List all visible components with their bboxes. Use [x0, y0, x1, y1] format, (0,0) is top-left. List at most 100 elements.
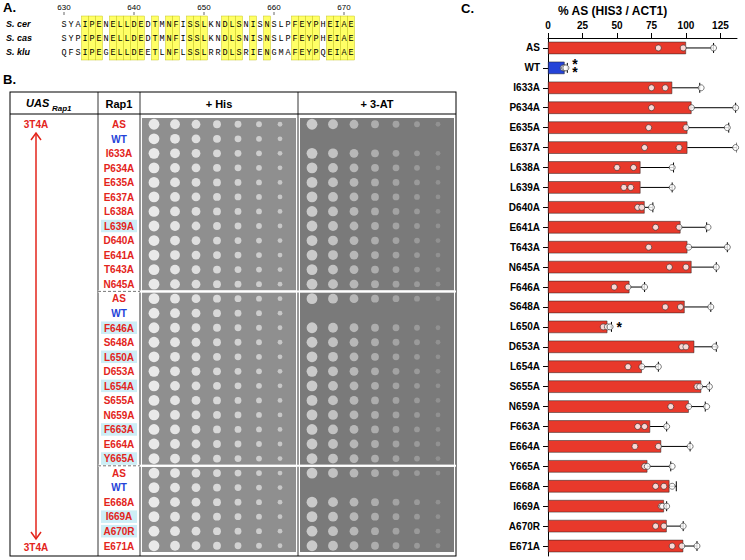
- svg-text:L: L: [201, 20, 206, 30]
- svg-text:S: S: [236, 48, 241, 58]
- svg-text:S648A: S648A: [104, 337, 135, 348]
- svg-text:E: E: [110, 48, 115, 58]
- svg-text:A: A: [341, 34, 347, 44]
- svg-text:S: S: [271, 34, 276, 44]
- svg-text:P: P: [285, 34, 290, 44]
- svg-text:E: E: [348, 34, 353, 44]
- svg-text:L: L: [278, 34, 283, 44]
- svg-text:I669A: I669A: [106, 511, 133, 522]
- svg-text:L: L: [180, 48, 185, 58]
- svg-text:L: L: [201, 48, 206, 58]
- svg-text:N659A: N659A: [103, 410, 134, 421]
- svg-text:S: S: [194, 34, 199, 44]
- svg-text:S: S: [187, 48, 192, 58]
- svg-text:D: D: [145, 20, 150, 30]
- svg-text:L: L: [229, 20, 234, 30]
- svg-text:E: E: [96, 20, 101, 30]
- svg-text:I669A: I669A: [513, 501, 540, 512]
- svg-text:S. klu: S. klu: [6, 47, 31, 57]
- svg-text:S655A: S655A: [509, 381, 540, 392]
- svg-text:P634A: P634A: [104, 163, 135, 174]
- svg-text:S: S: [194, 48, 199, 58]
- svg-text:T: T: [152, 20, 157, 30]
- svg-text:N: N: [264, 20, 269, 30]
- svg-text:E: E: [138, 34, 143, 44]
- svg-text:F: F: [292, 48, 297, 58]
- svg-text:P: P: [89, 20, 94, 30]
- svg-text:A.: A.: [3, 0, 16, 15]
- svg-text:E: E: [138, 20, 143, 30]
- svg-text:I: I: [334, 34, 339, 44]
- svg-text:E: E: [110, 34, 115, 44]
- svg-text:L639A: L639A: [104, 221, 134, 232]
- svg-text:T643A: T643A: [510, 242, 540, 253]
- svg-text:F: F: [173, 48, 178, 58]
- svg-text:I: I: [82, 34, 87, 44]
- svg-text:E671A: E671A: [509, 541, 540, 552]
- svg-text:E: E: [96, 48, 101, 58]
- svg-text:S: S: [257, 34, 262, 44]
- svg-text:P: P: [89, 48, 94, 58]
- svg-text:I: I: [334, 20, 339, 30]
- svg-text:630: 630: [57, 3, 71, 12]
- svg-text:F: F: [68, 48, 73, 58]
- svg-text:P: P: [313, 48, 318, 58]
- svg-text:E: E: [327, 48, 332, 58]
- svg-text:3T4A: 3T4A: [24, 119, 48, 130]
- svg-text:S: S: [236, 34, 241, 44]
- svg-text:R: R: [243, 48, 248, 58]
- svg-text:L: L: [278, 20, 283, 30]
- svg-text:S648A: S648A: [509, 301, 540, 312]
- svg-text:E641A: E641A: [509, 222, 540, 233]
- svg-text:T643A: T643A: [104, 264, 134, 275]
- svg-text:L650A: L650A: [104, 352, 134, 363]
- svg-text:L: L: [117, 34, 122, 44]
- svg-text:I: I: [334, 48, 339, 58]
- svg-text:% AS (HIS3 / ACT1): % AS (HIS3 / ACT1): [558, 4, 667, 18]
- svg-text:I: I: [180, 34, 185, 44]
- svg-text:50: 50: [611, 20, 623, 31]
- svg-text:E: E: [348, 48, 353, 58]
- svg-text:N: N: [103, 34, 108, 44]
- svg-text:L639A: L639A: [510, 182, 540, 193]
- svg-text:640: 640: [127, 3, 141, 12]
- svg-text:N: N: [103, 20, 108, 30]
- svg-text:M: M: [278, 48, 283, 58]
- svg-text:Rap1: Rap1: [52, 104, 72, 113]
- svg-text:L: L: [117, 20, 122, 30]
- svg-text:+ 3-AT: + 3-AT: [360, 98, 393, 110]
- svg-text:75: 75: [646, 20, 658, 31]
- svg-text:F: F: [292, 20, 297, 30]
- svg-text:S: S: [187, 34, 192, 44]
- svg-text:S: S: [236, 20, 241, 30]
- svg-text:A: A: [285, 48, 291, 58]
- svg-text:L638A: L638A: [510, 162, 540, 173]
- svg-text:E: E: [96, 34, 101, 44]
- svg-text:A: A: [75, 20, 81, 30]
- svg-text:660: 660: [267, 3, 281, 12]
- svg-text:S. cas: S. cas: [6, 33, 32, 43]
- svg-text:D: D: [222, 48, 227, 58]
- svg-text:A670R: A670R: [509, 521, 541, 532]
- svg-text:S655A: S655A: [104, 395, 135, 406]
- svg-text:N: N: [215, 34, 220, 44]
- svg-text:N: N: [264, 34, 269, 44]
- svg-text:L654A: L654A: [510, 361, 540, 372]
- svg-text:S: S: [187, 20, 192, 30]
- svg-text:E: E: [327, 34, 332, 44]
- svg-text:Y665A: Y665A: [104, 453, 135, 464]
- svg-text:M: M: [159, 20, 164, 30]
- svg-text:P: P: [75, 34, 80, 44]
- svg-text:P: P: [313, 34, 318, 44]
- svg-text:N659A: N659A: [509, 401, 540, 412]
- svg-text:Y: Y: [68, 34, 73, 44]
- svg-text:E637A: E637A: [104, 192, 135, 203]
- svg-text:F: F: [173, 34, 178, 44]
- svg-text:S: S: [75, 48, 80, 58]
- svg-text:A: A: [341, 20, 347, 30]
- svg-text:L: L: [124, 20, 129, 30]
- svg-text:AS: AS: [112, 468, 126, 479]
- svg-text:S: S: [61, 20, 66, 30]
- svg-text:E: E: [257, 48, 262, 58]
- svg-text:K: K: [208, 34, 214, 44]
